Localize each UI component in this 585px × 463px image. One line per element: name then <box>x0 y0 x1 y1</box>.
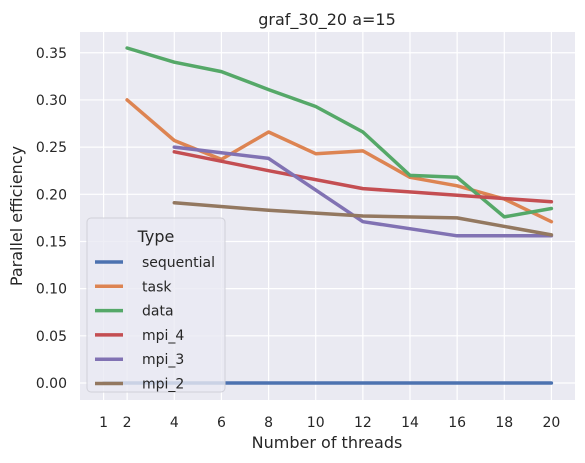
x-tick-label: 10 <box>307 415 325 431</box>
x-axis-label: Number of threads <box>252 433 403 452</box>
y-tick-label: 0.20 <box>36 187 67 203</box>
y-tick-label: 0.10 <box>36 282 67 298</box>
x-tick-label: 6 <box>217 415 226 431</box>
y-tick-label: 0.25 <box>36 140 67 156</box>
legend-items: sequential task data mpi_4 mpi_3 mpi_2 <box>95 255 215 393</box>
series-line-mpi-2 <box>172 201 554 237</box>
x-tick-labels: 1 2 4 6 8 10 12 14 16 18 20 <box>99 415 560 431</box>
x-tick-label: 14 <box>401 415 419 431</box>
x-tick-label: 2 <box>123 415 132 431</box>
series-line-mpi-3 <box>172 145 554 238</box>
y-axis-label: Parallel efficiency <box>7 146 26 286</box>
legend-label: sequential <box>142 255 215 271</box>
x-tick-label: 20 <box>543 415 561 431</box>
series-line-mpi-4 <box>172 150 554 204</box>
legend-label: mpi_3 <box>142 352 184 368</box>
y-tick-label: 0.30 <box>36 93 67 109</box>
legend-label: mpi_4 <box>142 328 184 344</box>
y-tick-label: 0.00 <box>36 376 67 392</box>
x-tick-label: 4 <box>170 415 179 431</box>
y-tick-label: 0.15 <box>36 234 67 250</box>
x-tick-label: 8 <box>264 415 273 431</box>
legend-title: Type <box>137 227 175 246</box>
y-tick-labels: 0.00 0.05 0.10 0.15 0.20 0.25 0.30 0.35 <box>36 46 67 392</box>
y-tick-label: 0.35 <box>36 46 67 62</box>
legend-label: task <box>142 279 172 295</box>
y-tick-label: 0.05 <box>36 329 67 345</box>
series-lines <box>101 46 554 385</box>
x-tick-label: 1 <box>99 415 108 431</box>
legend-label: mpi_2 <box>142 377 184 393</box>
legend: Type sequential task data mpi_4 mpi_3 mpi_2 <box>86 217 226 393</box>
x-tick-label: 18 <box>495 415 513 431</box>
legend-label: data <box>142 304 174 320</box>
x-tick-label: 12 <box>354 415 372 431</box>
x-tick-label: 16 <box>448 415 466 431</box>
chart-title: graf_30_20 a=15 <box>258 10 396 30</box>
